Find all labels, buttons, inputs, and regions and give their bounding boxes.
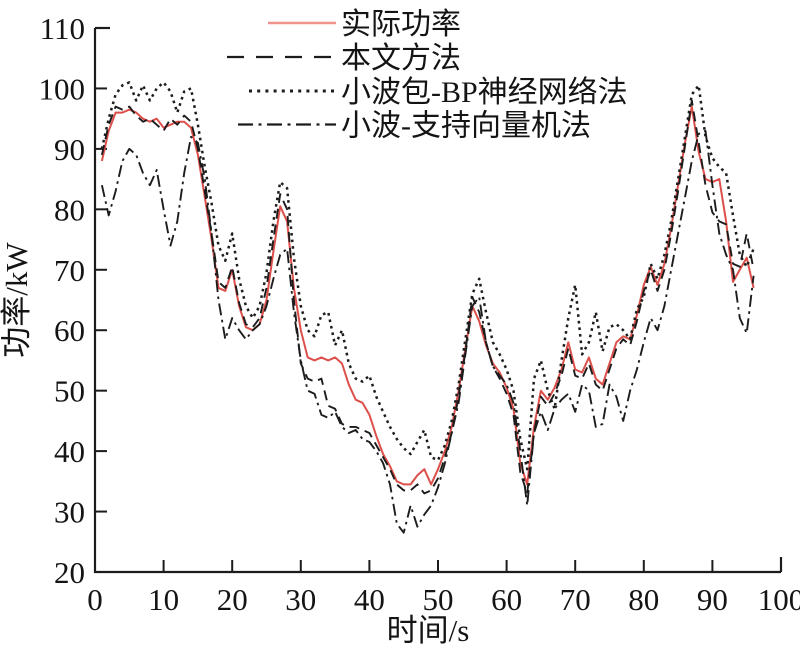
x-tick-label: 80 <box>628 582 659 617</box>
x-tick-label: 30 <box>285 582 316 617</box>
y-tick-label: 60 <box>54 313 85 348</box>
series-group <box>100 81 755 534</box>
legend-item-wavelet-packet-bp: 小波包-BP神经网络法 <box>249 76 628 109</box>
legend-label-wavelet-packet-bp: 小波包-BP神经网络法 <box>341 76 628 109</box>
y-tick-label: 70 <box>54 253 85 288</box>
x-tick-label: 0 <box>87 582 103 617</box>
y-tick-label: 110 <box>40 11 85 46</box>
axes-group: 0 10 20 30 40 50 60 70 80 90 100 20 30 40 50 60 70 80 90 10… <box>0 11 800 648</box>
x-tick-label: 10 <box>148 582 179 617</box>
y-tick-label: 90 <box>54 132 85 167</box>
y-tick-label: 50 <box>54 374 85 409</box>
legend-label-actual-power: 实际功率 <box>341 8 461 41</box>
y-axis-title: 功率/kW <box>0 242 34 358</box>
series-line-actual-power <box>100 105 755 486</box>
y-tick-label: 30 <box>54 495 85 530</box>
x-tick-label: 50 <box>423 582 454 617</box>
y-tick-label: 40 <box>54 434 85 469</box>
x-tick-label: 100 <box>758 582 800 617</box>
series-line-wavelet-svm <box>100 129 755 534</box>
legend-label-proposed-method: 本文方法 <box>341 42 461 75</box>
x-tick-label: 40 <box>354 582 385 617</box>
x-tick-label: 70 <box>560 582 591 617</box>
legend-item-proposed-method: 本文方法 <box>227 42 461 75</box>
series-line-proposed-method <box>100 99 755 495</box>
legend-item-actual-power: 实际功率 <box>268 8 461 41</box>
legend-label-wavelet-svm: 小波-支持向量机法 <box>341 110 591 143</box>
y-tick-label: 100 <box>39 71 86 106</box>
y-tick-label: 80 <box>54 192 85 227</box>
series-line-wavelet-packet-bp <box>100 81 755 471</box>
x-tick-label: 90 <box>697 582 728 617</box>
x-tick-label: 20 <box>217 582 248 617</box>
x-tick-label: 60 <box>491 582 522 617</box>
y-tick-label: 20 <box>54 555 85 590</box>
x-axis-title: 时间/s <box>387 613 470 648</box>
legend-item-wavelet-svm: 小波-支持向量机法 <box>238 110 591 143</box>
